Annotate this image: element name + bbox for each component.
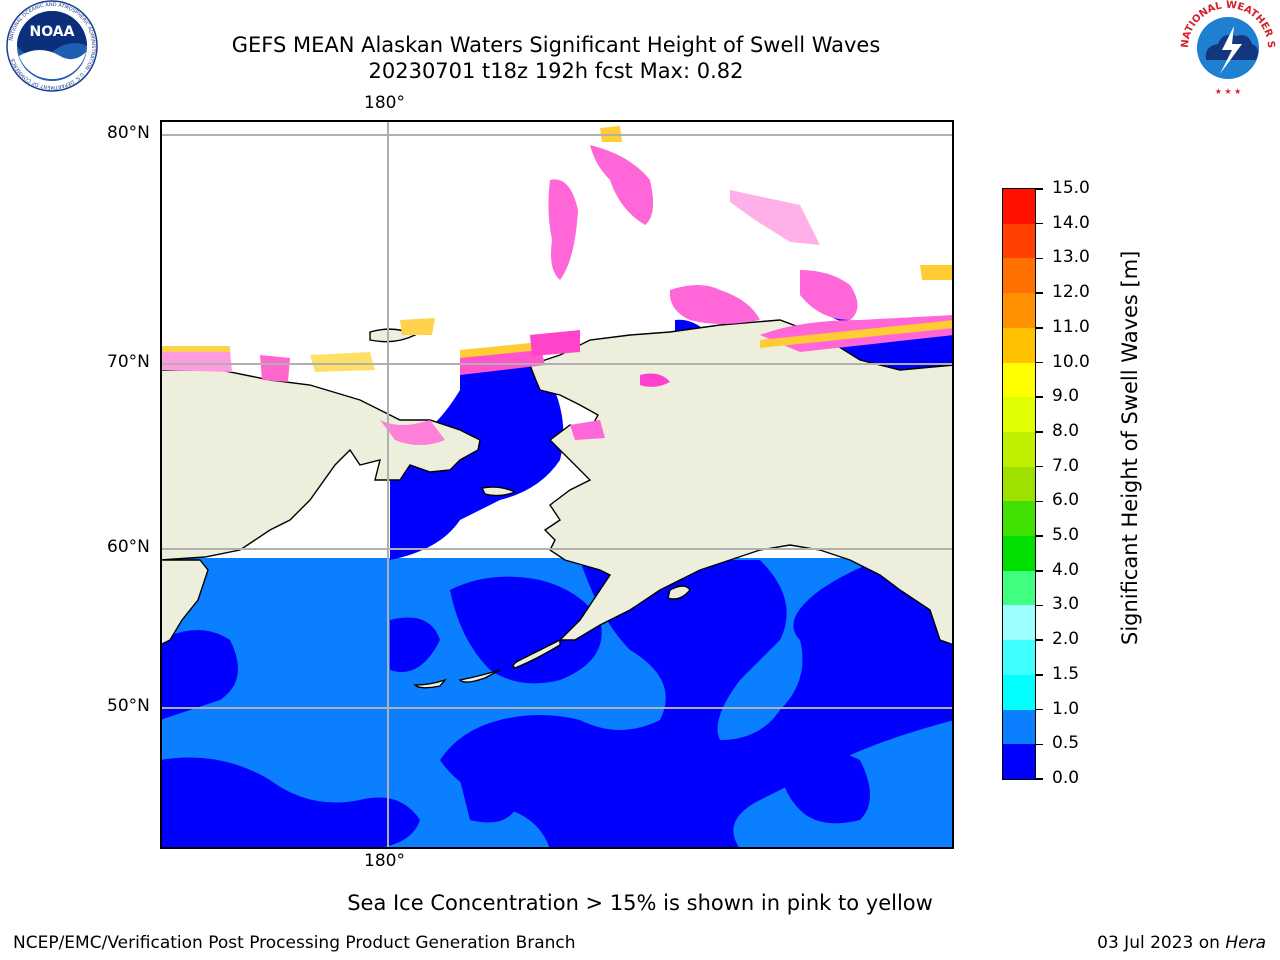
colorbar-tick-mark xyxy=(1036,708,1043,711)
colorbar-tick-mark xyxy=(1036,535,1043,537)
colorbar-tick-mark xyxy=(1036,327,1043,329)
sea-ice xyxy=(160,126,954,445)
colorbar-segment xyxy=(1003,293,1035,328)
lat-label-50: 50°N xyxy=(107,696,150,716)
colorbar-tick-mark xyxy=(1036,639,1043,641)
noaa-logo: NOAA NATIONAL OCEANIC AND ATMOSPHERIC AD… xyxy=(6,0,98,92)
graticule xyxy=(160,120,954,849)
colorbar-segment xyxy=(1003,327,1035,363)
colorbar-tick-mark xyxy=(1036,361,1043,364)
colorbar-tick-label: 6.0 xyxy=(1052,490,1080,511)
colorbar-tick-label: 7.0 xyxy=(1052,455,1080,476)
colorbar-tick-label: 5.0 xyxy=(1052,525,1080,546)
footer-date: 03 Jul 2023 on xyxy=(1097,933,1226,953)
colorbar xyxy=(1002,188,1036,780)
colorbar-tick-mark xyxy=(1036,222,1043,225)
colorbar-tick-label: 13.0 xyxy=(1052,247,1090,268)
colorbar-tick-label: 11.0 xyxy=(1052,316,1090,337)
footer-host: Hera xyxy=(1225,933,1266,953)
colorbar-segment xyxy=(1003,362,1035,398)
colorbar-tick-label: 2.0 xyxy=(1052,629,1080,650)
colorbar-segment xyxy=(1003,744,1035,779)
colorbar-tick-mark xyxy=(1036,604,1043,607)
nws-logo: NATIONAL WEATHER SERVICE ★ ★ ★ xyxy=(1176,0,1276,96)
ocean-region-low xyxy=(160,560,954,849)
colorbar-tick-label: 10.0 xyxy=(1052,351,1090,372)
colorbar-label: Significant Height of Swell Waves [m] xyxy=(1118,250,1142,645)
colorbar-tick-mark xyxy=(1036,674,1043,676)
lon-label-bottom: 180° xyxy=(364,851,405,871)
colorbar-tick-label: 8.0 xyxy=(1052,420,1080,441)
svg-text:★ ★ ★: ★ ★ ★ xyxy=(1215,87,1242,96)
lat-label-70: 70°N xyxy=(107,352,150,372)
colorbar-tick-mark xyxy=(1036,292,1043,294)
colorbar-tick-label: 14.0 xyxy=(1052,212,1090,233)
chart-subtitle: 20230701 t18z 192h fcst Max: 0.82 xyxy=(368,59,744,83)
colorbar-tick-mark xyxy=(1036,778,1043,780)
colorbar-tick-label: 9.0 xyxy=(1052,386,1080,407)
colorbar-segment xyxy=(1003,674,1035,710)
noaa-logo-text: NOAA xyxy=(30,24,75,40)
colorbar-segment xyxy=(1003,466,1035,502)
lat-label-80: 80°N xyxy=(107,123,150,143)
map-frame xyxy=(160,120,954,849)
colorbar-segment xyxy=(1003,501,1035,537)
lat-label-60: 60°N xyxy=(107,537,150,557)
colorbar-tick-mark xyxy=(1036,257,1043,260)
colorbar-tick-label: 12.0 xyxy=(1052,282,1090,303)
footer-left: NCEP/EMC/Verification Post Processing Pr… xyxy=(13,933,576,953)
chart-title: GEFS MEAN Alaskan Waters Significant Hei… xyxy=(231,33,881,57)
colorbar-tick-mark xyxy=(1036,570,1043,572)
colorbar-segment xyxy=(1003,570,1035,606)
colorbar-segment xyxy=(1003,223,1035,259)
colorbar-tick-mark xyxy=(1036,431,1043,433)
colorbar-tick-mark xyxy=(1036,500,1043,503)
colorbar-tick-mark xyxy=(1036,465,1043,468)
colorbar-tick-mark xyxy=(1036,396,1043,398)
colorbar-tick-label: 15.0 xyxy=(1052,178,1090,198)
colorbar-segment xyxy=(1003,536,1035,571)
colorbar-tick-label: 4.0 xyxy=(1052,559,1080,580)
colorbar-segment xyxy=(1003,189,1035,224)
colorbar-tick-label: 0.5 xyxy=(1052,733,1080,754)
colorbar-tick-label: 1.0 xyxy=(1052,698,1080,719)
colorbar-tick-mark xyxy=(1036,743,1043,746)
colorbar-segment xyxy=(1003,640,1035,675)
colorbar-segment xyxy=(1003,709,1035,745)
footer-right: 03 Jul 2023 on Hera xyxy=(1097,933,1266,953)
colorbar-tick-label: 3.0 xyxy=(1052,594,1080,615)
colorbar-tick-label: 0.0 xyxy=(1052,768,1080,788)
land xyxy=(160,319,954,689)
swell-height-map xyxy=(160,120,954,849)
colorbar-tick-mark xyxy=(1036,188,1043,190)
colorbar-segment xyxy=(1003,397,1035,432)
sea-ice-note: Sea Ice Concentration > 15% is shown in … xyxy=(347,891,933,915)
colorbar-tick-label: 1.5 xyxy=(1052,663,1080,684)
colorbar-segment xyxy=(1003,431,1035,467)
lon-label-top: 180° xyxy=(364,93,405,113)
colorbar-segment xyxy=(1003,605,1035,641)
colorbar-segment xyxy=(1003,258,1035,294)
